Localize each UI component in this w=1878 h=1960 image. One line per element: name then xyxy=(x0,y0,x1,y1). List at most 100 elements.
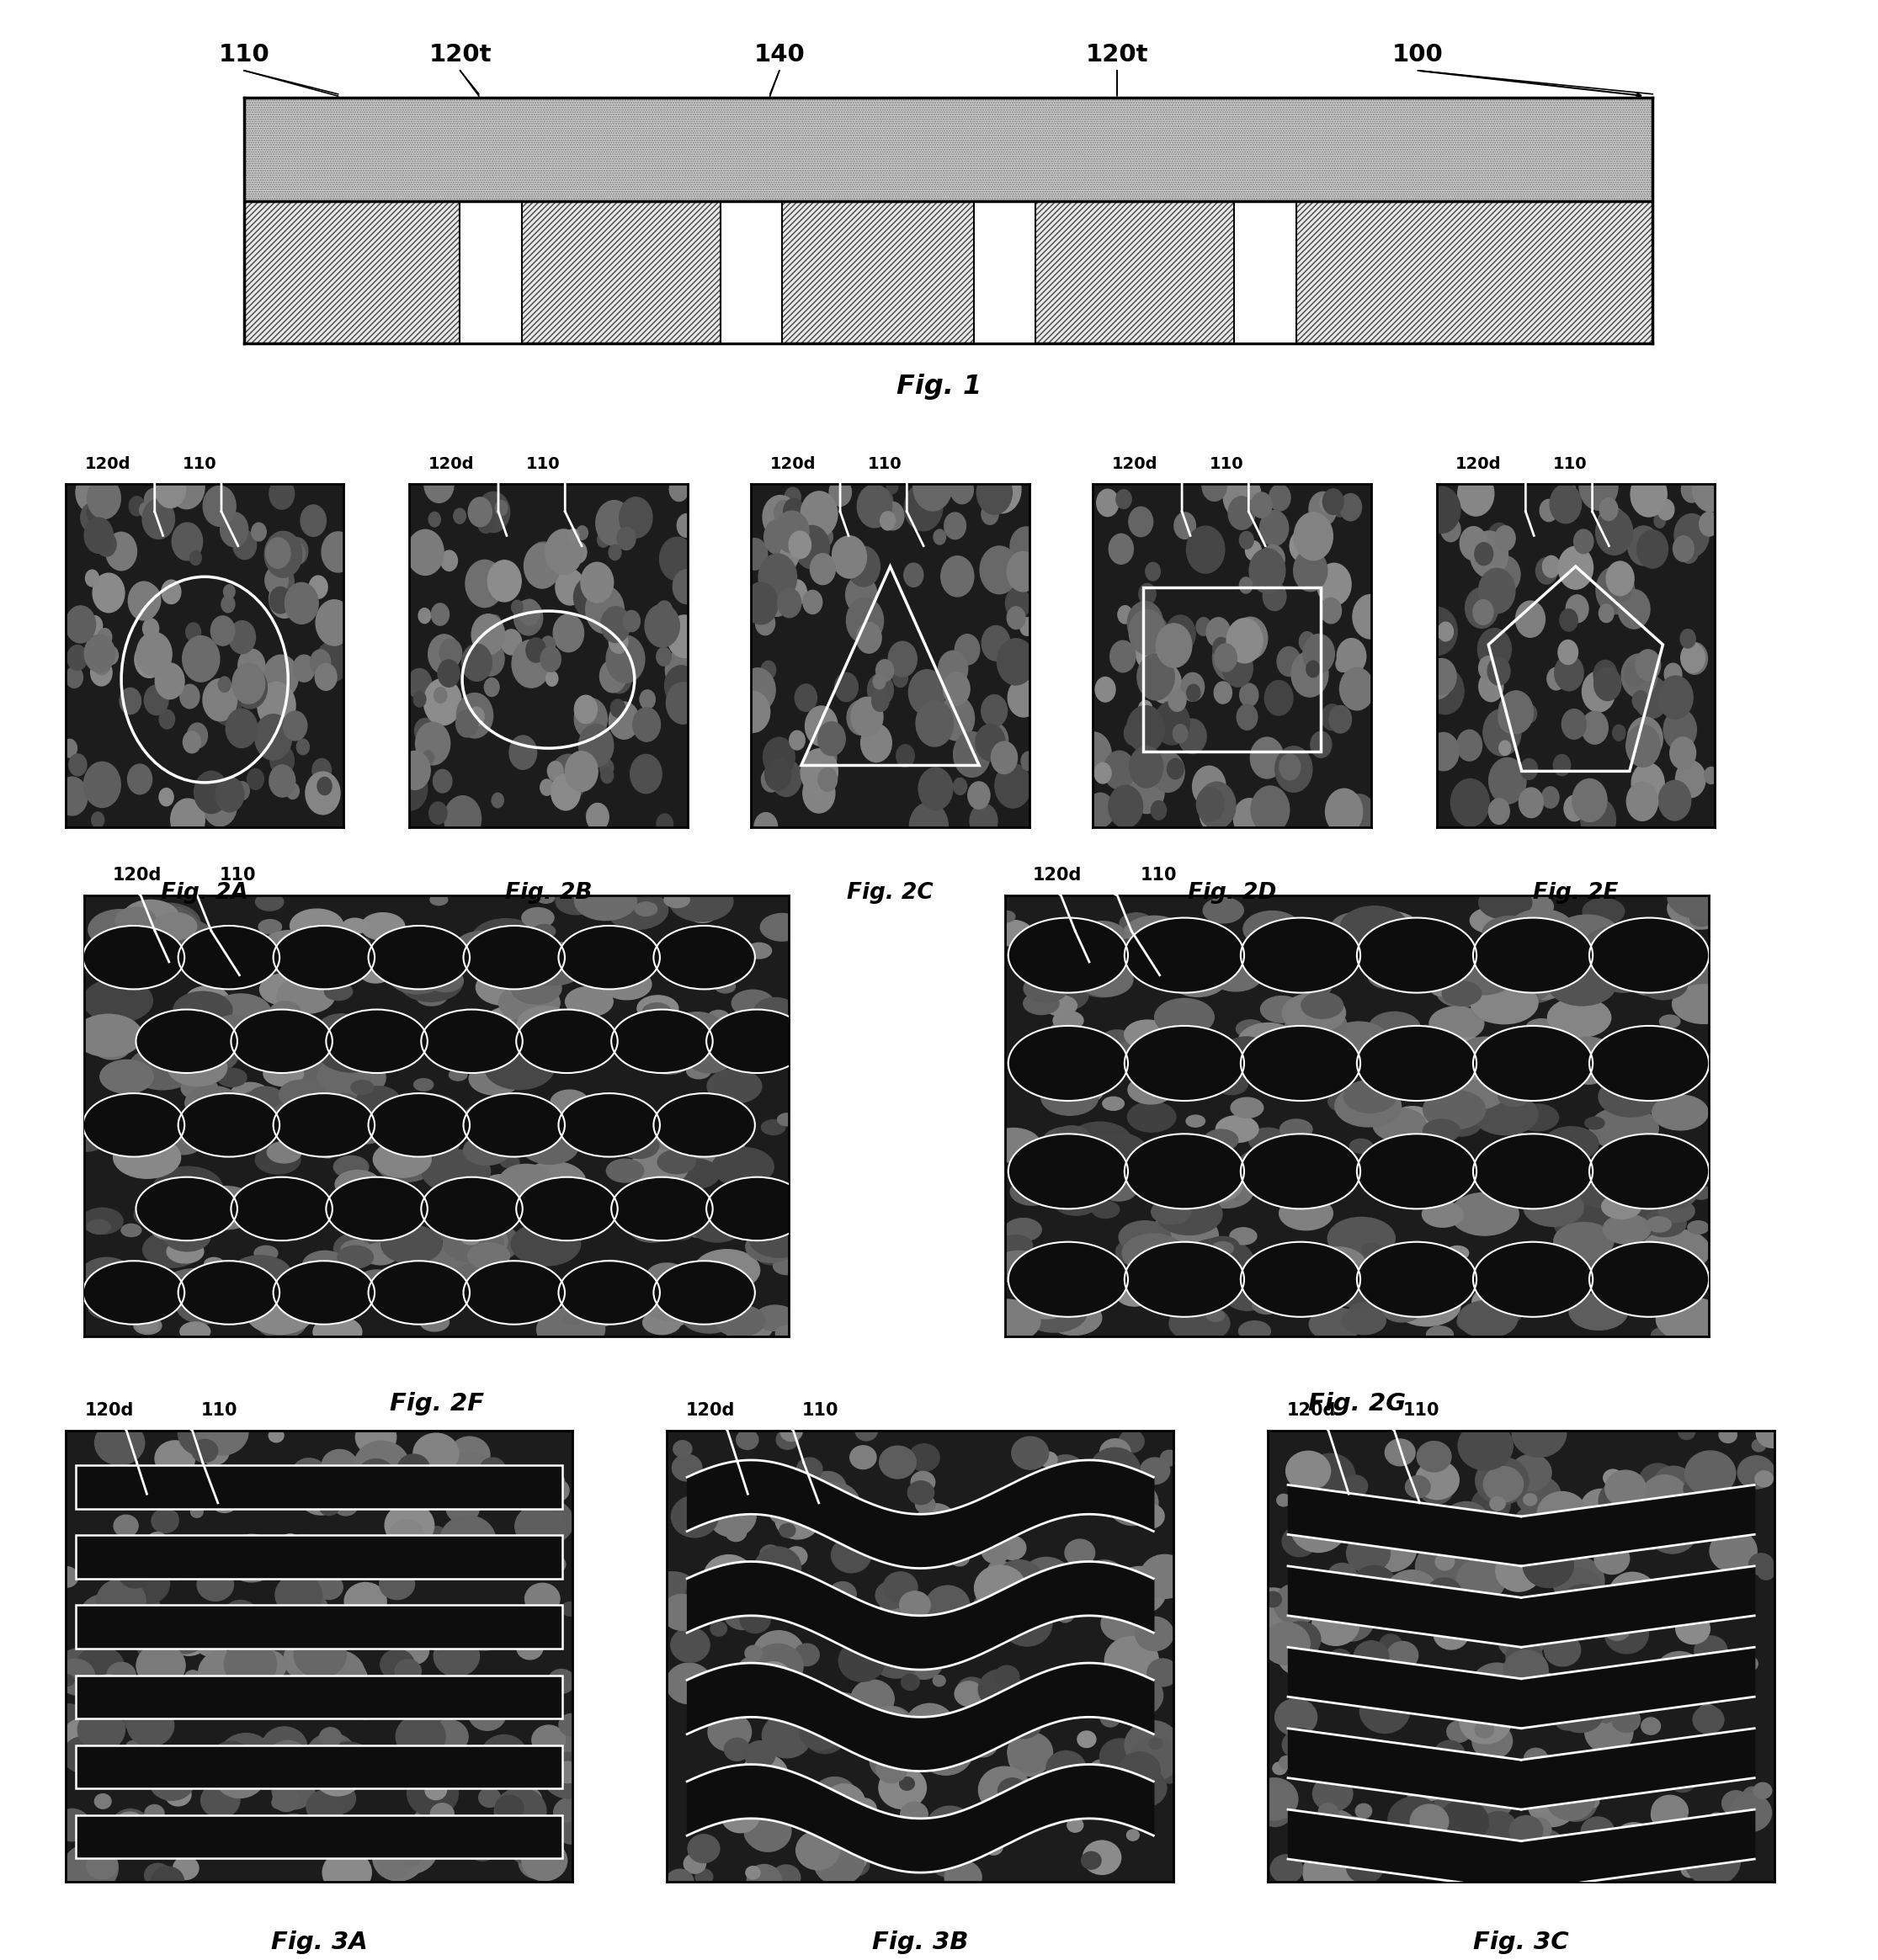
Circle shape xyxy=(1403,1139,1450,1168)
Circle shape xyxy=(990,1819,1014,1840)
Circle shape xyxy=(809,553,836,584)
Circle shape xyxy=(1151,753,1185,792)
Circle shape xyxy=(1647,1509,1698,1554)
Circle shape xyxy=(1589,1243,1709,1317)
Circle shape xyxy=(654,925,755,990)
Circle shape xyxy=(165,1784,192,1805)
Circle shape xyxy=(1690,1186,1711,1200)
Circle shape xyxy=(86,502,105,523)
Circle shape xyxy=(1044,996,1076,1015)
Circle shape xyxy=(1140,1458,1170,1484)
Circle shape xyxy=(909,670,945,715)
Circle shape xyxy=(1653,1186,1685,1205)
Circle shape xyxy=(430,894,447,906)
Circle shape xyxy=(1110,641,1136,672)
Circle shape xyxy=(1405,1476,1431,1497)
Circle shape xyxy=(1008,678,1039,717)
Circle shape xyxy=(272,1772,316,1809)
Circle shape xyxy=(321,1742,376,1791)
Circle shape xyxy=(1585,1170,1638,1201)
Circle shape xyxy=(522,1129,578,1164)
Circle shape xyxy=(1470,1662,1523,1709)
Circle shape xyxy=(1433,1791,1474,1829)
Circle shape xyxy=(1070,1482,1099,1507)
Circle shape xyxy=(424,466,454,502)
Circle shape xyxy=(1050,1023,1070,1037)
Circle shape xyxy=(1114,1039,1164,1070)
Circle shape xyxy=(152,1166,223,1209)
Circle shape xyxy=(225,710,257,749)
Circle shape xyxy=(321,1784,355,1813)
Circle shape xyxy=(871,1605,905,1637)
Circle shape xyxy=(1117,1674,1162,1715)
Circle shape xyxy=(1442,982,1482,1005)
Circle shape xyxy=(783,553,796,570)
Bar xyxy=(75,1815,563,1858)
Circle shape xyxy=(453,508,466,523)
Circle shape xyxy=(389,958,445,994)
Circle shape xyxy=(1651,1795,1688,1827)
Circle shape xyxy=(631,755,661,794)
Circle shape xyxy=(1288,1080,1305,1090)
Circle shape xyxy=(334,1170,381,1200)
Circle shape xyxy=(1125,1133,1245,1209)
Circle shape xyxy=(665,892,689,907)
Circle shape xyxy=(1303,635,1335,672)
Circle shape xyxy=(381,1474,404,1494)
Circle shape xyxy=(637,953,661,968)
Circle shape xyxy=(871,488,892,514)
Circle shape xyxy=(1294,512,1333,561)
Circle shape xyxy=(1008,1243,1129,1317)
Circle shape xyxy=(291,1458,327,1490)
Circle shape xyxy=(1653,1096,1709,1131)
Circle shape xyxy=(278,1590,329,1637)
Circle shape xyxy=(879,1446,916,1478)
Circle shape xyxy=(83,1094,184,1156)
Circle shape xyxy=(1521,759,1538,780)
Circle shape xyxy=(1555,1568,1600,1609)
Circle shape xyxy=(1031,947,1099,990)
Circle shape xyxy=(708,1009,729,1023)
Circle shape xyxy=(888,641,916,676)
Circle shape xyxy=(1217,1053,1268,1082)
Circle shape xyxy=(1138,584,1155,604)
Circle shape xyxy=(761,1544,781,1564)
Circle shape xyxy=(83,925,184,990)
Circle shape xyxy=(550,755,588,800)
Circle shape xyxy=(1516,1476,1561,1515)
Circle shape xyxy=(1245,1256,1279,1276)
Circle shape xyxy=(1568,1509,1596,1535)
Circle shape xyxy=(385,1615,404,1631)
Circle shape xyxy=(1553,1205,1611,1241)
Circle shape xyxy=(1457,1311,1489,1331)
Circle shape xyxy=(381,1627,400,1642)
Circle shape xyxy=(1679,541,1698,563)
Circle shape xyxy=(1410,1805,1448,1838)
Circle shape xyxy=(413,692,426,708)
Text: 110: 110 xyxy=(1553,457,1587,472)
Circle shape xyxy=(280,1080,327,1109)
Circle shape xyxy=(321,1450,357,1482)
Circle shape xyxy=(1345,794,1375,833)
Circle shape xyxy=(896,1592,909,1603)
Circle shape xyxy=(383,956,438,990)
Circle shape xyxy=(353,1029,394,1054)
Circle shape xyxy=(113,1137,180,1178)
Circle shape xyxy=(379,1650,415,1680)
Circle shape xyxy=(672,1441,691,1456)
Circle shape xyxy=(761,768,781,792)
Circle shape xyxy=(819,768,838,792)
Circle shape xyxy=(1209,958,1262,992)
Circle shape xyxy=(359,1094,393,1115)
Circle shape xyxy=(1012,1437,1048,1470)
Circle shape xyxy=(430,1803,454,1825)
Circle shape xyxy=(1101,1029,1132,1051)
Circle shape xyxy=(1673,535,1694,563)
Circle shape xyxy=(278,1223,299,1237)
Circle shape xyxy=(571,1119,607,1143)
Circle shape xyxy=(956,1678,988,1705)
Circle shape xyxy=(419,608,430,623)
Circle shape xyxy=(218,1068,246,1086)
Circle shape xyxy=(481,1174,522,1200)
Circle shape xyxy=(426,1746,441,1760)
